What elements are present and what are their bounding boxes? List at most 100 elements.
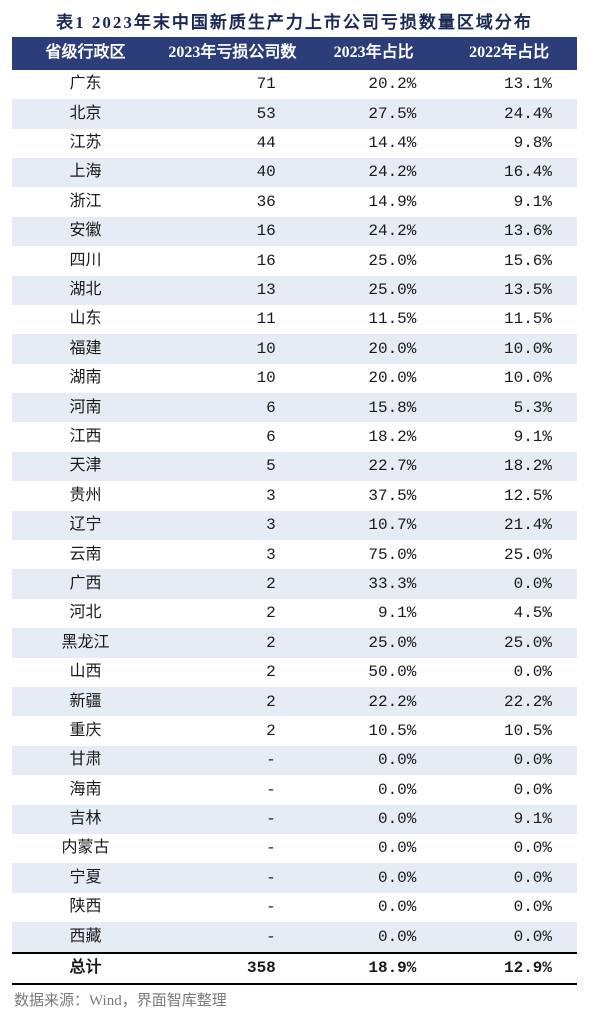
cell-p2023: 14.4% [306,129,442,158]
cell-p2022: 0.0% [441,893,577,922]
cell-p2023: 0.0% [306,863,442,892]
table-row: 贵州337.5%12.5% [12,481,577,510]
table-row: 宁夏-0.0%0.0% [12,863,577,892]
cell-p2022: 25.0% [441,540,577,569]
cell-p2022: 25.0% [441,628,577,657]
cell-count: 10 [159,334,306,363]
cell-region: 山西 [12,658,159,687]
cell-p2022: 9.1% [441,422,577,451]
cell-region: 安徽 [12,217,159,246]
table-row: 安徽1624.2%13.6% [12,217,577,246]
cell-p2023: 14.9% [306,187,442,216]
col-header-p2023: 2023年占比 [306,37,442,70]
table-row: 天津522.7%18.2% [12,452,577,481]
cell-region: 云南 [12,540,159,569]
cell-p2023: 33.3% [306,569,442,598]
table-row: 山东1111.5%11.5% [12,305,577,334]
cell-p2022: 10.0% [441,364,577,393]
table-row: 上海4024.2%16.4% [12,158,577,187]
cell-p2023: 0.0% [306,834,442,863]
table-row: 湖南1020.0%10.0% [12,364,577,393]
cell-p2022: 4.5% [441,599,577,628]
cell-p2023: 25.0% [306,276,442,305]
cell-p2022: 12.5% [441,481,577,510]
cell-region: 广西 [12,569,159,598]
cell-region: 重庆 [12,716,159,745]
cell-region: 贵州 [12,481,159,510]
cell-p2022: 11.5% [441,305,577,334]
cell-p2022: 13.1% [441,70,577,99]
cell-region: 江西 [12,422,159,451]
cell-region: 内蒙古 [12,834,159,863]
cell-p2023: 20.2% [306,70,442,99]
cell-total-count: 358 [159,953,306,984]
cell-region: 福建 [12,334,159,363]
cell-count: 13 [159,276,306,305]
cell-p2023: 25.0% [306,246,442,275]
cell-region: 河北 [12,599,159,628]
cell-count: 2 [159,569,306,598]
cell-count: 3 [159,481,306,510]
cell-count: 10 [159,364,306,393]
table-row: 河北29.1%4.5% [12,599,577,628]
cell-p2022: 18.2% [441,452,577,481]
cell-region: 河南 [12,393,159,422]
cell-count: - [159,893,306,922]
cell-region: 浙江 [12,187,159,216]
table-row: 重庆210.5%10.5% [12,716,577,745]
cell-count: 71 [159,70,306,99]
cell-region: 黑龙江 [12,628,159,657]
table-row: 湖北1325.0%13.5% [12,276,577,305]
cell-p2022: 0.0% [441,775,577,804]
cell-region: 陕西 [12,893,159,922]
cell-count: 3 [159,511,306,540]
table-row: 甘肃-0.0%0.0% [12,746,577,775]
cell-count: 6 [159,393,306,422]
cell-p2022: 5.3% [441,393,577,422]
cell-count: - [159,746,306,775]
cell-region: 海南 [12,775,159,804]
cell-p2022: 0.0% [441,834,577,863]
cell-p2023: 11.5% [306,305,442,334]
cell-p2022: 0.0% [441,746,577,775]
cell-region: 辽宁 [12,511,159,540]
table-row: 河南615.8%5.3% [12,393,577,422]
cell-region: 湖北 [12,276,159,305]
cell-p2023: 37.5% [306,481,442,510]
table-row: 广东7120.2%13.1% [12,70,577,99]
cell-region: 四川 [12,246,159,275]
cell-p2022: 13.6% [441,217,577,246]
table-row: 江苏4414.4%9.8% [12,129,577,158]
data-source: 数据来源：Wind，界面智库整理 [12,985,577,1010]
cell-p2023: 27.5% [306,99,442,128]
cell-p2023: 22.7% [306,452,442,481]
table-row: 吉林-0.0%9.1% [12,805,577,834]
table-row: 广西233.3%0.0% [12,569,577,598]
cell-p2022: 0.0% [441,863,577,892]
table-row: 云南375.0%25.0% [12,540,577,569]
cell-count: 2 [159,687,306,716]
cell-count: 2 [159,628,306,657]
cell-total-p2022: 12.9% [441,953,577,984]
cell-p2023: 0.0% [306,805,442,834]
cell-p2022: 9.8% [441,129,577,158]
cell-count: 40 [159,158,306,187]
cell-p2022: 10.0% [441,334,577,363]
cell-p2022: 24.4% [441,99,577,128]
cell-p2023: 50.0% [306,658,442,687]
cell-region: 甘肃 [12,746,159,775]
table-row: 山西250.0%0.0% [12,658,577,687]
cell-count: 16 [159,246,306,275]
table-row: 四川1625.0%15.6% [12,246,577,275]
cell-count: 2 [159,599,306,628]
cell-p2022: 9.1% [441,805,577,834]
table-row: 浙江3614.9%9.1% [12,187,577,216]
table-row: 内蒙古-0.0%0.0% [12,834,577,863]
cell-p2023: 24.2% [306,158,442,187]
cell-count: 16 [159,217,306,246]
cell-count: 2 [159,716,306,745]
cell-count: 6 [159,422,306,451]
col-header-count: 2023年亏损公司数 [159,37,306,70]
cell-p2023: 20.0% [306,334,442,363]
cell-total-p2023: 18.9% [306,953,442,984]
